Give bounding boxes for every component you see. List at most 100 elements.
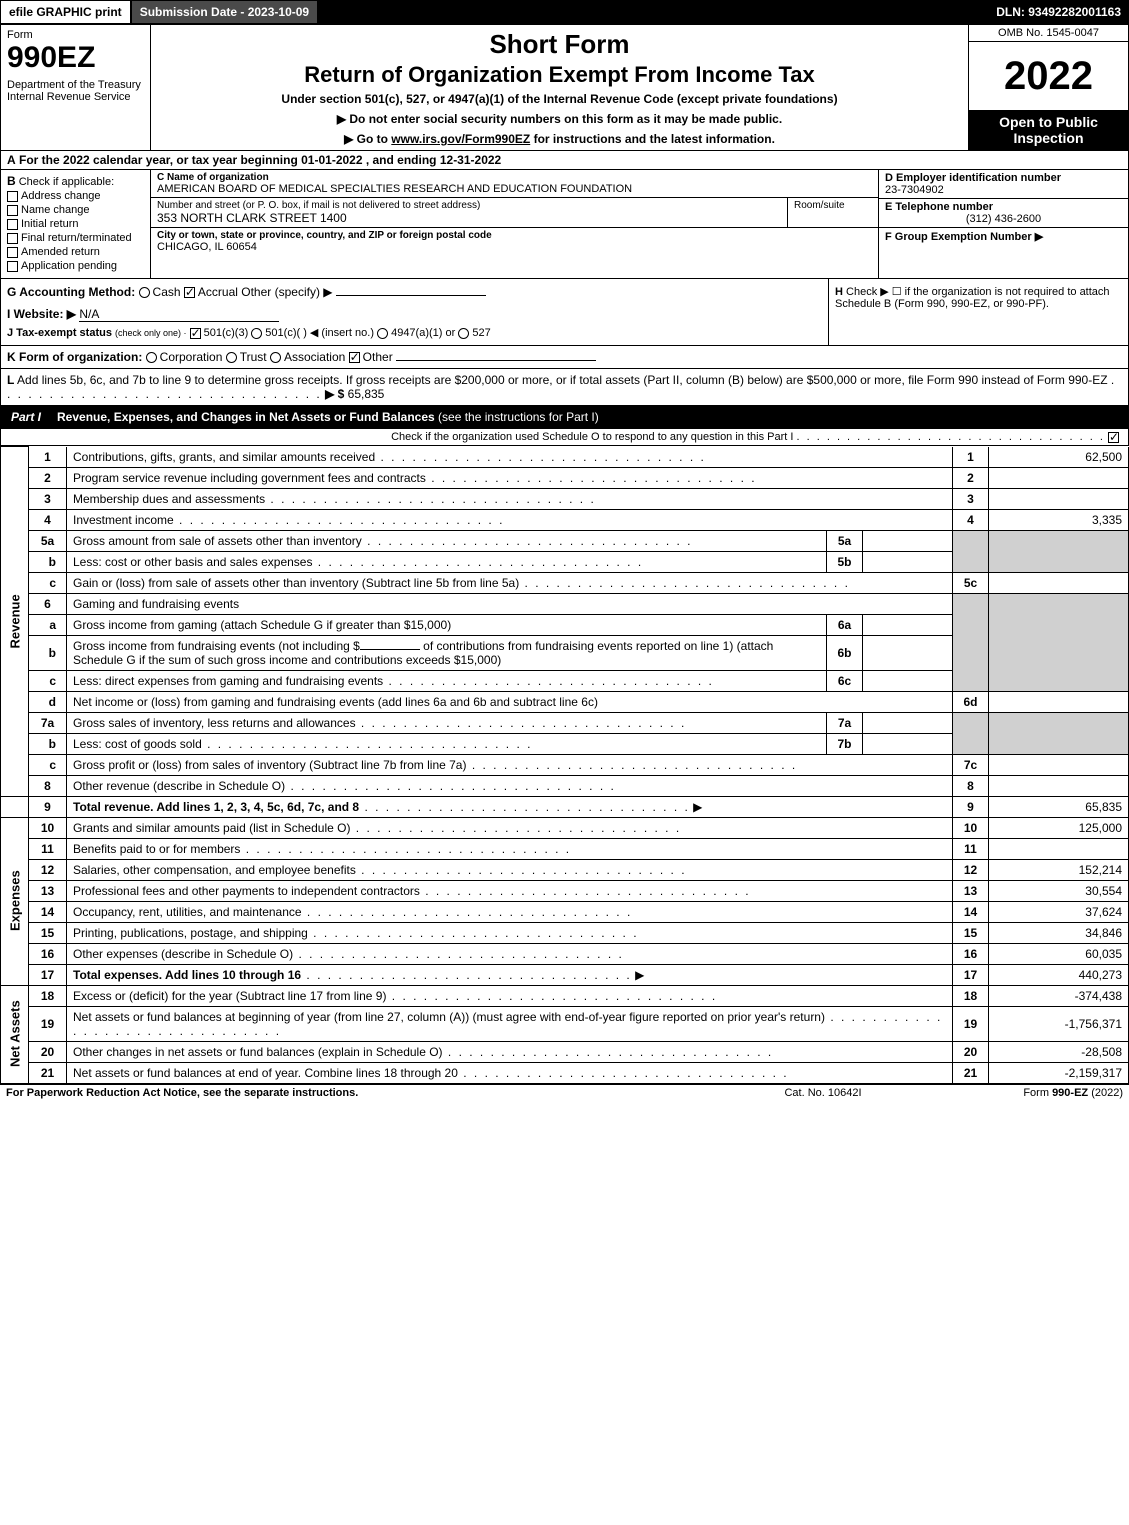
h-text: Check ▶ ☐ if the organization is not req… bbox=[835, 286, 1110, 310]
dots-2 bbox=[426, 471, 757, 485]
submission-date-button[interactable]: Submission Date - 2023-10-09 bbox=[131, 0, 318, 24]
no-7c: 7c bbox=[953, 754, 989, 775]
line-1: Revenue 1 Contributions, gifts, grants, … bbox=[1, 447, 1129, 468]
grp-cell: F Group Exemption Number ▶ bbox=[879, 228, 1128, 278]
ln-15: 15 bbox=[29, 922, 67, 943]
radio-cash[interactable] bbox=[139, 287, 150, 298]
other-specify-input[interactable] bbox=[336, 295, 486, 296]
val-11 bbox=[989, 838, 1129, 859]
radio-501c[interactable] bbox=[251, 328, 262, 339]
ln-2: 2 bbox=[29, 467, 67, 488]
radio-corp[interactable] bbox=[146, 352, 157, 363]
ln-6b: b bbox=[29, 635, 67, 670]
col-b-hdr-txt: Check if applicable: bbox=[19, 176, 114, 188]
dots-3 bbox=[265, 492, 596, 506]
dots-5a bbox=[362, 534, 693, 548]
part1-checkbox[interactable] bbox=[1108, 432, 1119, 443]
line-15: 15 Printing, publications, postage, and … bbox=[1, 922, 1129, 943]
line-14: 14 Occupancy, rent, utilities, and maint… bbox=[1, 901, 1129, 922]
org-name-label: C Name of organization bbox=[157, 172, 872, 183]
val-15: 34,846 bbox=[989, 922, 1129, 943]
dots-10 bbox=[350, 821, 681, 835]
line-16: 16 Other expenses (describe in Schedule … bbox=[1, 943, 1129, 964]
radio-4947[interactable] bbox=[377, 328, 388, 339]
efile-print-button[interactable]: efile GRAPHIC print bbox=[0, 0, 131, 24]
k-other: Other bbox=[363, 350, 393, 364]
ln-6c: c bbox=[29, 670, 67, 691]
dots-6c bbox=[383, 674, 714, 688]
subval-5b bbox=[863, 551, 953, 572]
chk-other-org[interactable] bbox=[349, 352, 360, 363]
other-label: Other (specify) ▶ bbox=[241, 285, 332, 299]
j-opt3: 4947(a)(1) or bbox=[391, 327, 455, 339]
org-name-cell: C Name of organization AMERICAN BOARD OF… bbox=[151, 170, 878, 198]
part1-tag: Part I bbox=[1, 406, 51, 428]
chk-amended-return[interactable]: Amended return bbox=[7, 246, 144, 258]
ln-9: 9 bbox=[29, 796, 67, 817]
dots-7c bbox=[466, 758, 797, 772]
no-17: 17 bbox=[953, 964, 989, 985]
val-9: 65,835 bbox=[989, 796, 1129, 817]
ln-3: 3 bbox=[29, 488, 67, 509]
desc-6: Gaming and fundraising events bbox=[73, 597, 239, 611]
radio-assoc[interactable] bbox=[270, 352, 281, 363]
k-other-input[interactable] bbox=[396, 360, 596, 361]
dots-15 bbox=[308, 926, 639, 940]
dots-17 bbox=[301, 968, 632, 982]
desc-10: Grants and similar amounts paid (list in… bbox=[73, 821, 350, 835]
dots-9 bbox=[359, 800, 690, 814]
ln-4: 4 bbox=[29, 509, 67, 530]
subval-7a bbox=[863, 712, 953, 733]
chk-initial-return[interactable]: Initial return bbox=[7, 218, 144, 230]
chk-501c3[interactable] bbox=[190, 328, 201, 339]
desc-6a: Gross income from gaming (attach Schedul… bbox=[73, 618, 451, 632]
shade-6 bbox=[953, 593, 989, 691]
no-9: 9 bbox=[953, 796, 989, 817]
h-label: H bbox=[835, 286, 843, 298]
col-b: B Check if applicable: Address change Na… bbox=[1, 170, 151, 278]
netassets-label: Net Assets bbox=[1, 985, 29, 1083]
dots-18 bbox=[386, 989, 717, 1003]
goto-pre: ▶ Go to bbox=[344, 132, 391, 146]
desc-20: Other changes in net assets or fund bala… bbox=[73, 1045, 443, 1059]
val-5c bbox=[989, 572, 1129, 593]
dots-11 bbox=[240, 842, 571, 856]
desc-7a: Gross sales of inventory, less returns a… bbox=[73, 716, 356, 730]
shade-5v bbox=[989, 530, 1129, 572]
desc-4: Investment income bbox=[73, 513, 174, 527]
k-assoc: Association bbox=[284, 350, 345, 364]
tax-year: 2022 bbox=[969, 42, 1128, 110]
row-a-text: For the 2022 calendar year, or tax year … bbox=[19, 153, 501, 167]
line-20: 20 Other changes in net assets or fund b… bbox=[1, 1041, 1129, 1062]
chk-name-change[interactable]: Name change bbox=[7, 204, 144, 216]
chk-final-return[interactable]: Final return/terminated bbox=[7, 232, 144, 244]
chk-address-change[interactable]: Address change bbox=[7, 190, 144, 202]
chk-application-pending[interactable]: Application pending bbox=[7, 260, 144, 272]
chk-initial-return-label: Initial return bbox=[21, 218, 78, 230]
subno-6b: 6b bbox=[827, 635, 863, 670]
6b-blank[interactable] bbox=[360, 649, 420, 650]
subno-6c: 6c bbox=[827, 670, 863, 691]
ln-10: 10 bbox=[29, 817, 67, 838]
desc-5c: Gain or (loss) from sale of assets other… bbox=[73, 576, 519, 590]
subtitle: Under section 501(c), 527, or 4947(a)(1)… bbox=[281, 92, 837, 106]
g-label: G Accounting Method: bbox=[7, 285, 135, 299]
dots-7a bbox=[356, 716, 687, 730]
desc-5a: Gross amount from sale of assets other t… bbox=[73, 534, 362, 548]
addr-label: Number and street (or P. O. box, if mail… bbox=[157, 200, 781, 211]
chk-amended-return-label: Amended return bbox=[21, 246, 100, 258]
chk-accrual[interactable] bbox=[184, 287, 195, 298]
radio-527[interactable] bbox=[458, 328, 469, 339]
chk-final-return-label: Final return/terminated bbox=[21, 232, 132, 244]
no-12: 12 bbox=[953, 859, 989, 880]
no-11: 11 bbox=[953, 838, 989, 859]
desc-15: Printing, publications, postage, and shi… bbox=[73, 926, 308, 940]
radio-trust[interactable] bbox=[226, 352, 237, 363]
dots-4 bbox=[174, 513, 505, 527]
city-value: CHICAGO, IL 60654 bbox=[157, 241, 872, 253]
g-cell: G Accounting Method: Cash Accrual Other … bbox=[1, 279, 828, 345]
irs-link[interactable]: www.irs.gov/Form990EZ bbox=[391, 132, 530, 146]
desc-16: Other expenses (describe in Schedule O) bbox=[73, 947, 293, 961]
i-label: I Website: ▶ bbox=[7, 307, 76, 321]
j-opt1: 501(c)(3) bbox=[204, 327, 249, 339]
